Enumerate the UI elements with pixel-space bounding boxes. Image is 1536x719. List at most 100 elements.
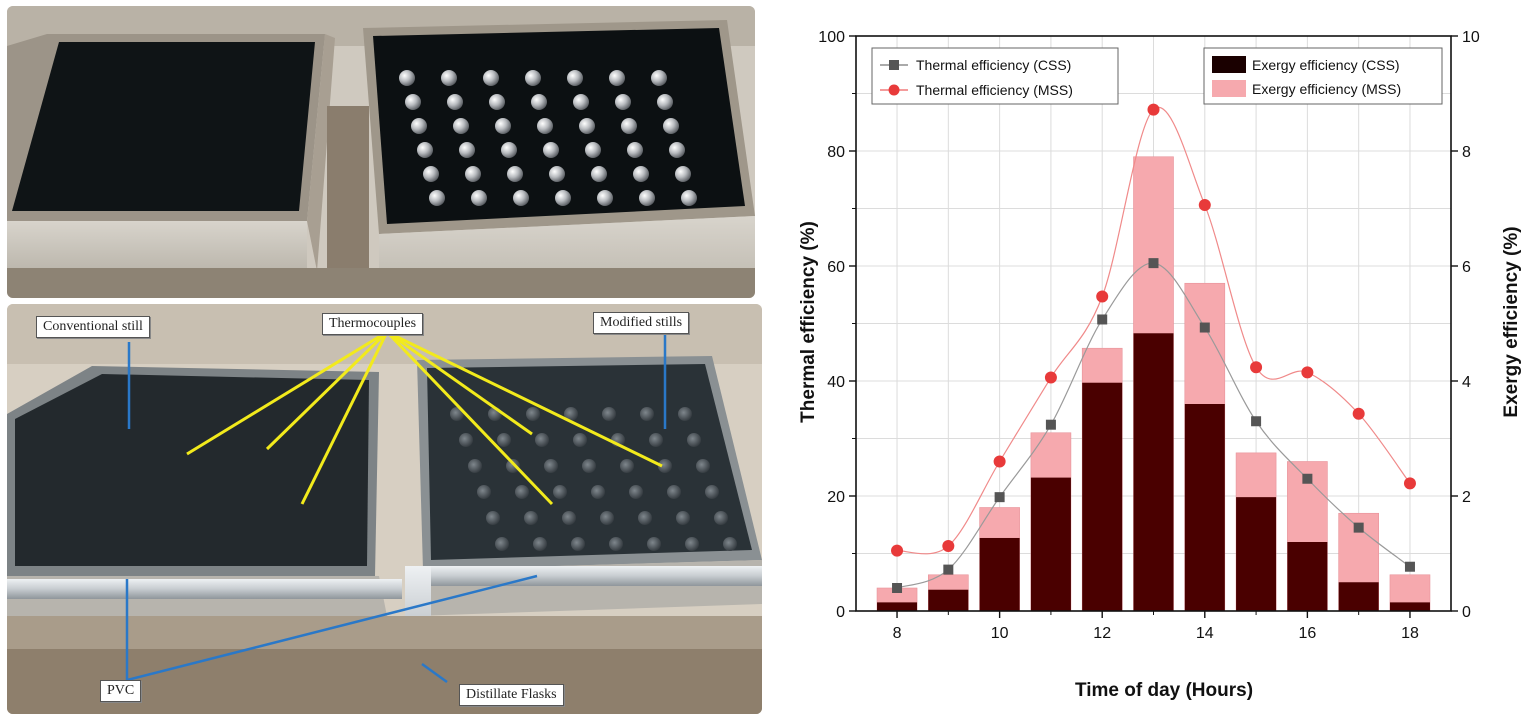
steel-ball: [429, 190, 445, 206]
steel-ball: [525, 70, 541, 86]
steel-ball: [537, 118, 553, 134]
bar-css-exergy: [928, 589, 969, 611]
legend-css-marker: [889, 60, 899, 70]
bars: [876, 156, 1431, 612]
steel-ball: [441, 70, 457, 86]
steel-ball: [531, 94, 547, 110]
point-css-thermal: [1353, 522, 1364, 533]
covered-ball: [573, 433, 587, 447]
covered-ball: [459, 433, 473, 447]
label-pvc: PVC: [100, 680, 142, 702]
label-modified-stills: Modified stills: [593, 312, 690, 334]
x-axis-label: Time of day (Hours): [1075, 680, 1253, 701]
axes: 0 20 40 60 80 100 0 2 4 6 8 10 8 10 12 14 16 18: [818, 29, 1480, 642]
point-mss-thermal: [1403, 477, 1416, 490]
covered-ball: [571, 537, 585, 551]
steel-ball: [609, 70, 625, 86]
steel-ball: [615, 94, 631, 110]
steel-ball: [675, 166, 691, 182]
label-thermocouples: Thermocouples: [322, 313, 424, 335]
covered-ball: [591, 485, 605, 499]
y-tick-label: 40: [827, 374, 845, 391]
x-tick-label: 16: [1298, 625, 1316, 642]
covered-ball: [714, 511, 728, 525]
covered-ball: [723, 537, 737, 551]
covered-ball: [696, 459, 710, 473]
steel-ball: [489, 94, 505, 110]
y-axis-label: Thermal efficiency (%): [798, 221, 819, 423]
covered-ball: [533, 537, 547, 551]
steel-ball: [669, 142, 685, 158]
steel-ball: [549, 166, 565, 182]
point-css-thermal: [943, 564, 954, 575]
point-mss-thermal: [1250, 361, 1263, 374]
photo-covered-stills: [7, 304, 762, 714]
steel-ball: [573, 94, 589, 110]
y-tick-label: 60: [827, 259, 845, 276]
steel-ball: [627, 142, 643, 158]
photo-open-basins: [7, 6, 755, 298]
bar-css-exergy: [1236, 497, 1277, 611]
point-mss-thermal: [993, 455, 1006, 468]
steel-ball: [483, 70, 499, 86]
covered-ball: [705, 485, 719, 499]
steel-ball: [459, 142, 475, 158]
point-mss-thermal: [1147, 103, 1160, 116]
covered-ball: [486, 511, 500, 525]
steel-ball: [639, 190, 655, 206]
legend-mss-thermal: Thermal efficiency (MSS): [916, 82, 1073, 98]
lines: [891, 103, 1416, 593]
legend-mss-marker: [888, 84, 900, 96]
steel-ball: [447, 94, 463, 110]
label-distillate-flasks: Distillate Flasks: [459, 684, 564, 706]
point-mss-thermal: [1301, 366, 1314, 379]
covered-ball: [553, 485, 567, 499]
bar-css-exergy: [1133, 333, 1174, 611]
steel-ball: [663, 118, 679, 134]
covered-ball: [678, 407, 692, 421]
point-mss-thermal: [1044, 371, 1057, 384]
steel-ball: [501, 142, 517, 158]
point-mss-thermal: [1198, 199, 1211, 212]
legend-css-thermal: Thermal efficiency (CSS): [916, 57, 1071, 73]
covered-ball: [602, 407, 616, 421]
label-conventional-still: Conventional still: [36, 316, 150, 338]
covered-ball: [535, 433, 549, 447]
y2-tick-label: 10: [1462, 29, 1480, 46]
covered-ball: [497, 433, 511, 447]
steel-ball: [417, 142, 433, 158]
steel-ball: [621, 118, 637, 134]
point-css-thermal: [1097, 314, 1108, 325]
y2-tick-label: 2: [1462, 489, 1471, 506]
point-mss-thermal: [1352, 407, 1365, 420]
point-css-thermal: [1302, 473, 1313, 484]
steel-ball: [399, 70, 415, 86]
legend-mss-exergy: Exergy efficiency (MSS): [1252, 81, 1401, 97]
legend-css-exergy: Exergy efficiency (CSS): [1252, 57, 1400, 73]
covered-ball: [564, 407, 578, 421]
covered-ball: [515, 485, 529, 499]
y-tick-label: 20: [827, 489, 845, 506]
x-tick-label: 12: [1093, 625, 1111, 642]
steel-ball: [597, 190, 613, 206]
steel-ball: [651, 70, 667, 86]
point-css-thermal: [1251, 416, 1262, 427]
covered-ball: [609, 537, 623, 551]
covered-ball: [658, 459, 672, 473]
y-tick-label: 80: [827, 144, 845, 161]
covered-ball: [649, 433, 663, 447]
point-css-thermal: [1045, 419, 1056, 430]
steel-ball: [681, 190, 697, 206]
steel-ball: [585, 142, 601, 158]
steel-ball: [591, 166, 607, 182]
legend-right: Exergy efficiency (CSS) Exergy efficienc…: [1203, 47, 1443, 105]
y-tick-label: 100: [818, 29, 845, 46]
covered-ball: [600, 511, 614, 525]
legend-mss-exergy-swatch: [1212, 80, 1246, 97]
covered-ball: [468, 459, 482, 473]
point-mss-thermal: [942, 540, 955, 553]
x-tick-label: 14: [1196, 625, 1214, 642]
covered-ball: [676, 511, 690, 525]
covered-ball: [506, 459, 520, 473]
steel-ball: [411, 118, 427, 134]
